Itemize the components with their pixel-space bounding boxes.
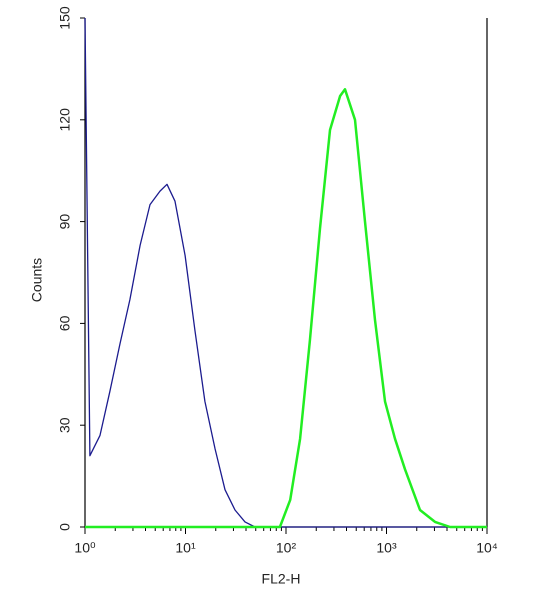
series-line	[84, 17, 487, 528]
series-line	[85, 88, 487, 529]
x-tick-label: 10¹	[175, 540, 196, 556]
y-axis-label: Counts	[29, 258, 45, 302]
y-tick-label: 120	[57, 108, 73, 132]
y-tick-label: 60	[57, 315, 73, 331]
y-tick-label: 90	[57, 214, 73, 230]
y-tick-label: 0	[57, 523, 73, 531]
x-tick-label: 10⁰	[74, 540, 96, 556]
x-tick-label: 10³	[376, 540, 397, 556]
y-tick-label: 30	[57, 417, 73, 433]
x-axis-label: FL2-H	[262, 571, 301, 587]
y-tick-label: 150	[57, 6, 73, 30]
x-tick-label: 10⁴	[476, 540, 498, 556]
x-tick-label: 10²	[276, 540, 297, 556]
